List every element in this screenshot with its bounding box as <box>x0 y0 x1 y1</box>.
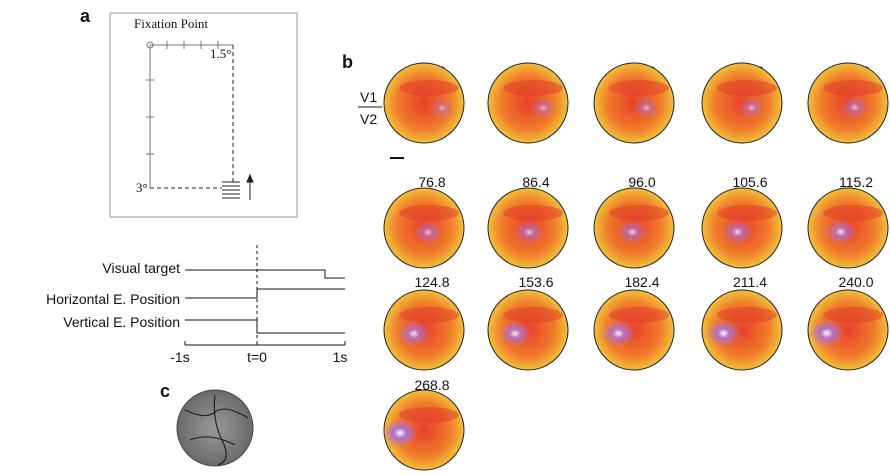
time-tick: -1s <box>170 349 189 365</box>
activation-spot <box>809 319 844 346</box>
area-label: V1 <box>360 89 377 105</box>
panel-label: b <box>342 52 353 72</box>
frame-band <box>503 307 563 323</box>
fixation-label: Fixation Point <box>134 16 208 31</box>
panel-label: a <box>80 6 91 26</box>
frame-band <box>823 205 883 221</box>
activation-spot <box>738 97 764 119</box>
frame-label: 182.4 <box>624 274 659 290</box>
diagram-lines <box>146 41 233 188</box>
row-label: Vertical E. Position <box>63 314 180 330</box>
activation-spot <box>398 321 430 346</box>
activation-spot <box>430 98 454 118</box>
figure: a b c Fixation Point 1.5° 3° Visual targ… <box>0 0 890 475</box>
frame-label: 240.0 <box>838 274 873 290</box>
time-tick: t=0 <box>247 349 267 365</box>
activation-spot <box>602 320 636 346</box>
frame-image <box>488 63 568 143</box>
frame-band <box>399 307 459 323</box>
frame-band <box>503 205 563 221</box>
activation-spot <box>515 221 544 244</box>
activation-spot <box>618 220 648 244</box>
activation-spot <box>414 221 442 244</box>
activation-spot <box>706 320 740 347</box>
timing-traces <box>185 270 345 345</box>
activation-spot <box>634 97 660 118</box>
frame-band <box>717 80 777 96</box>
row-label: Visual target <box>102 260 180 276</box>
frame-band <box>823 80 883 96</box>
saccade-path <box>150 45 233 188</box>
activation-spot <box>722 220 752 244</box>
activation-spot <box>382 419 418 447</box>
grating <box>222 175 253 200</box>
frame-band <box>609 205 669 221</box>
frame-label: 124.8 <box>414 274 449 290</box>
activation-spot <box>841 96 868 118</box>
frame-band <box>609 80 669 96</box>
panel-label: c <box>160 381 170 401</box>
frame-label: 105.6 <box>732 174 767 190</box>
frame-band <box>399 80 459 96</box>
frame-band <box>399 205 459 221</box>
activation-spot <box>825 219 856 244</box>
amp-label: 1.5° <box>210 46 231 61</box>
frame-band <box>503 80 563 96</box>
frame-image <box>594 63 674 143</box>
amp-label: 3° <box>136 180 148 195</box>
activation-spot <box>531 98 556 119</box>
frame-band <box>717 205 777 221</box>
row-label: Horizontal E. Position <box>46 291 180 307</box>
frame-label: 211.4 <box>733 274 767 290</box>
area-label: V2 <box>360 111 377 127</box>
time-tick: 1s <box>333 349 348 365</box>
activation-spot <box>499 321 532 347</box>
frame-label: 115.2 <box>839 174 873 190</box>
frame-label: 153.6 <box>518 274 553 290</box>
